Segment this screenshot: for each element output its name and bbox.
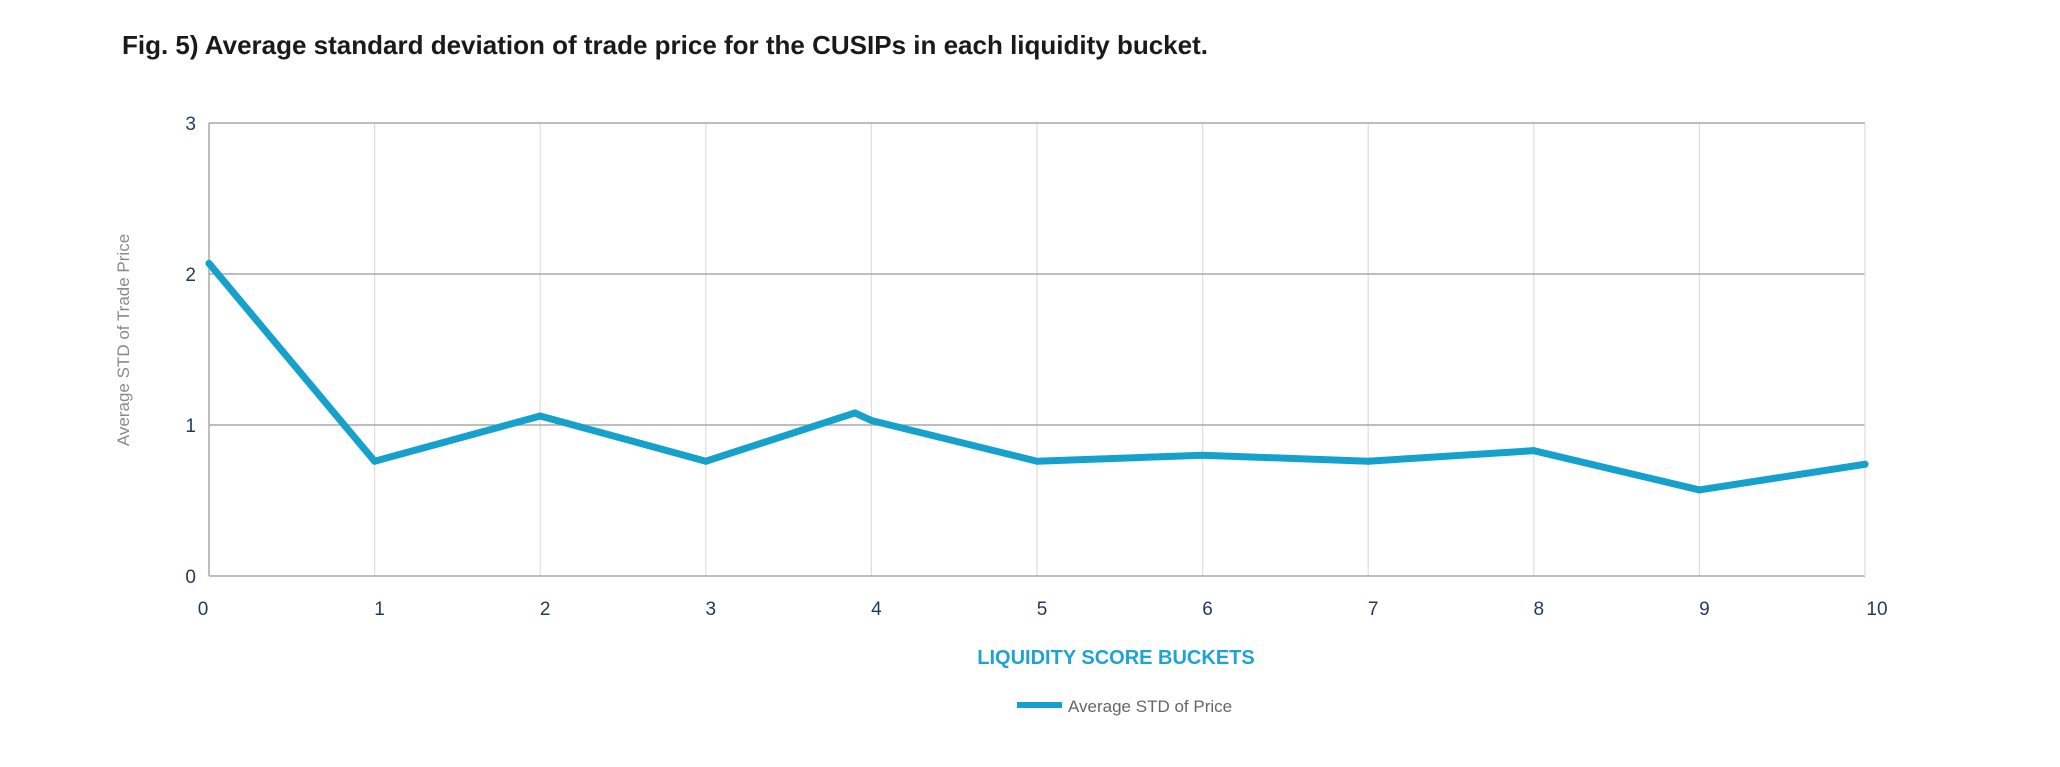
data-point-0-2 — [536, 412, 544, 420]
x-tick-label-0: 0 — [198, 599, 209, 620]
x-tick-label-1: 1 — [374, 599, 385, 620]
data-point-0-10 — [1695, 486, 1703, 494]
x-axis-title: LIQUIDITY SCORE BUCKETS — [977, 647, 1254, 669]
x-tick-label-5: 5 — [1037, 599, 1048, 620]
series-line-0 — [205, 259, 1869, 494]
legend: Average STD of Price — [1017, 697, 1232, 716]
x-tick-label-7: 7 — [1368, 599, 1379, 620]
y-tick-label-2: 2 — [185, 265, 196, 286]
y-tick-label-1: 1 — [185, 416, 196, 437]
chart-title: Fig. 5) Average standard deviation of tr… — [122, 30, 1208, 60]
axis-layer — [208, 123, 1866, 577]
x-tick-label-3: 3 — [706, 599, 717, 620]
data-point-0-9 — [1530, 447, 1538, 455]
data-point-0-4 — [851, 409, 859, 417]
legend-label: Average STD of Price — [1068, 697, 1232, 716]
data-point-0-7 — [1199, 451, 1207, 459]
x-tick-label-9: 9 — [1699, 599, 1710, 620]
data-point-0-11 — [1861, 460, 1869, 468]
tick-layer: 0 1 2 3 0 1 2 3 4 5 6 7 8 9 10 — [185, 114, 1887, 620]
y-axis-title: Average STD of Trade Price — [114, 234, 133, 446]
data-point-0-6 — [1033, 457, 1041, 465]
data-point-0-3 — [702, 457, 710, 465]
x-tick-label-10: 10 — [1866, 599, 1887, 620]
grid-layer — [209, 122, 1865, 576]
x-tick-label-8: 8 — [1534, 599, 1545, 620]
y-tick-label-3: 3 — [185, 114, 196, 135]
data-point-0-1 — [371, 457, 379, 465]
data-point-0-5 — [867, 416, 875, 424]
y-tick-label-0: 0 — [185, 567, 196, 588]
x-tick-label-6: 6 — [1202, 599, 1213, 620]
series-layer — [205, 259, 1869, 494]
data-point-0-8 — [1364, 457, 1372, 465]
x-tick-label-2: 2 — [540, 599, 551, 620]
data-point-0-0 — [205, 259, 213, 267]
x-tick-label-4: 4 — [871, 599, 882, 620]
